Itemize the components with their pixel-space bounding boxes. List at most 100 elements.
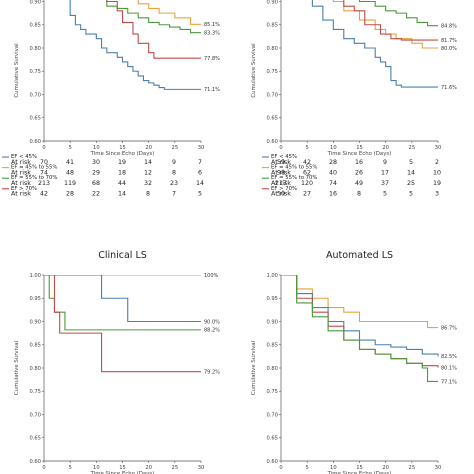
y-tick-label: 0.95 xyxy=(266,296,278,302)
risk-cell: 14 xyxy=(144,159,152,166)
end-label-ef_lt45: 71.6% xyxy=(441,85,457,91)
y-axis-label: Cumulative Survival xyxy=(14,341,20,395)
y-tick-label: 0.90 xyxy=(266,0,278,5)
y-tick-label: 0.80 xyxy=(266,46,278,52)
end-label-ef_gt70: 77.8% xyxy=(204,56,220,62)
risk-cell: 32 xyxy=(144,180,152,187)
risk-cell: 120 xyxy=(301,180,313,187)
y-tick-label: 0.60 xyxy=(266,139,278,145)
risk-row-title: At risk xyxy=(271,169,291,176)
series-line-ef_lt45 xyxy=(44,275,201,323)
x-tick-label: 20 xyxy=(382,465,389,471)
risk-cell: 119 xyxy=(64,180,76,187)
y-axis-label: Cumulative Survival xyxy=(251,341,257,395)
y-tick-label: 0.85 xyxy=(29,343,41,349)
risk-cell: 18 xyxy=(118,169,126,176)
risk-cell: 16 xyxy=(329,191,337,198)
risk-cell: 8 xyxy=(172,169,176,176)
end-label-ef_lt45: 90.0% xyxy=(204,319,220,325)
y-tick-label: 0.70 xyxy=(29,412,41,418)
end-label-ef_55_70: 77.1% xyxy=(441,379,457,385)
risk-cell: 5 xyxy=(198,191,202,198)
end-label-ef_45_55: 85.1% xyxy=(204,22,220,28)
risk-cell: 74 xyxy=(329,180,337,187)
risk-cell: 62 xyxy=(303,169,311,176)
end-label-ef_gt70: 79.2% xyxy=(204,370,220,376)
risk-cell: 14 xyxy=(196,180,204,187)
y-tick-label: 0.75 xyxy=(266,69,278,75)
x-tick-label: 25 xyxy=(409,465,416,471)
y-tick-label: 0.90 xyxy=(29,319,41,325)
series-line-ef_gt70 xyxy=(106,0,201,59)
legend-label-ef_45_55: EF = 45% to 55% xyxy=(271,165,317,171)
y-axis-label: Cumulative Survival xyxy=(251,43,257,97)
risk-cell: 8 xyxy=(357,191,361,198)
risk-cell: 26 xyxy=(355,169,363,176)
x-tick-label: 30 xyxy=(435,465,442,471)
legend-label-ef_55_70: EF = 55% to 70% xyxy=(271,175,317,181)
end-label-ef_45_55: 80.0% xyxy=(441,46,457,52)
x-tick-label: 25 xyxy=(409,145,416,151)
risk-cell: 25 xyxy=(407,180,415,187)
risk-cell: 28 xyxy=(329,159,337,166)
x-tick-label: 0 xyxy=(279,465,282,471)
y-tick-label: 0.75 xyxy=(266,389,278,395)
risk-row-title: At risk xyxy=(271,159,291,166)
legend-label-ef_55_70: EF = 55% to 70% xyxy=(11,175,57,181)
risk-row-title: At risk xyxy=(271,191,291,198)
series-line-ef_gt70 xyxy=(343,0,438,41)
x-axis-label: Time Since Echo (Days) xyxy=(327,471,392,474)
series-line-ef_lt45 xyxy=(311,0,438,88)
y-tick-label: 0.95 xyxy=(29,296,41,302)
x-tick-label: 25 xyxy=(172,465,179,471)
end-label-ef_lt45: 71.1% xyxy=(204,87,220,93)
risk-cell: 14 xyxy=(118,191,126,198)
y-tick-label: 0.80 xyxy=(29,46,41,52)
end-label-ef_45_55: 100% xyxy=(204,273,219,279)
risk-cell: 5 xyxy=(409,191,413,198)
risk-cell: 68 xyxy=(92,180,100,187)
end-label-ef_gt70: 81.7% xyxy=(441,38,457,44)
x-tick-label: 30 xyxy=(198,145,205,151)
y-tick-label: 0.65 xyxy=(29,436,41,442)
x-tick-label: 25 xyxy=(172,145,179,151)
risk-cell: 42 xyxy=(40,191,48,198)
x-tick-label: 15 xyxy=(356,145,363,151)
x-axis-label: Time Since Echo (Days) xyxy=(90,151,155,157)
end-label-ef_55_70: 88.2% xyxy=(204,328,220,334)
risk-row-title: At risk xyxy=(11,169,31,176)
series-line-ef_55_70 xyxy=(281,275,438,383)
x-tick-label: 15 xyxy=(119,145,126,151)
end-label-ef_55_70: 84.8% xyxy=(441,23,457,29)
panel-title: Clinical LS xyxy=(98,250,147,261)
x-tick-label: 10 xyxy=(330,145,337,151)
risk-cell: 44 xyxy=(118,180,126,187)
x-tick-label: 0 xyxy=(42,465,45,471)
risk-row-title: At risk xyxy=(11,180,31,187)
risk-cell: 217 xyxy=(275,180,287,187)
panel-bottom-right: Automated LS 0.60 0.65 0.70 0.75 0.80 0.85 0.90… xyxy=(251,250,457,474)
x-tick-label: 10 xyxy=(93,145,100,151)
y-tick-label: 0.90 xyxy=(29,0,41,5)
risk-cell: 19 xyxy=(433,180,441,187)
x-tick-label: 5 xyxy=(306,145,309,151)
risk-cell: 98 xyxy=(277,169,285,176)
series-line-ef_gt70 xyxy=(44,275,201,373)
risk-cell: 49 xyxy=(355,180,363,187)
y-tick-label: 1.00 xyxy=(29,273,41,279)
risk-cell: 74 xyxy=(40,169,48,176)
series-line-ef_55_70 xyxy=(106,0,201,34)
legend-label-ef_45_55: EF = 45% to 55% xyxy=(11,165,57,171)
risk-cell: 19 xyxy=(118,159,126,166)
y-tick-label: 0.80 xyxy=(266,366,278,372)
risk-cell: 5 xyxy=(409,159,413,166)
end-label-ef_45_55: 86.7% xyxy=(441,325,457,331)
risk-cell: 7 xyxy=(172,191,176,198)
risk-cell: 23 xyxy=(170,180,178,187)
risk-cell: 28 xyxy=(66,191,74,198)
x-tick-label: 5 xyxy=(69,145,72,151)
risk-cell: 7 xyxy=(198,159,202,166)
y-tick-label: 0.65 xyxy=(266,116,278,122)
y-tick-label: 0.70 xyxy=(266,412,278,418)
